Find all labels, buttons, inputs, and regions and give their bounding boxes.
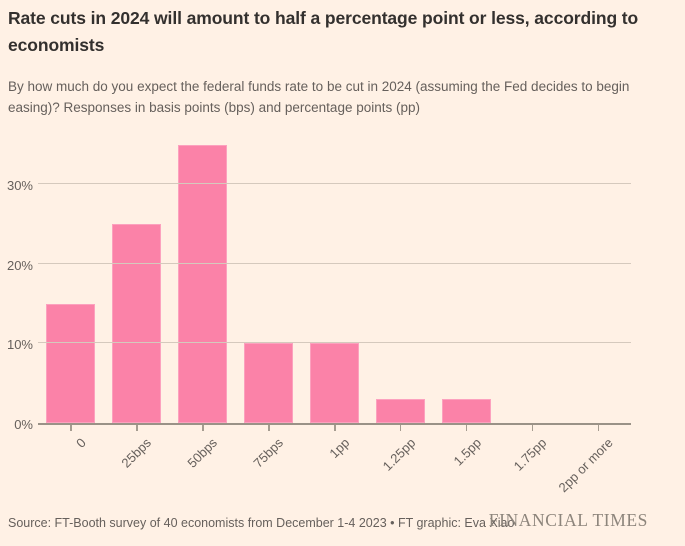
page-title: Rate cuts in 2024 will amount to half a … (8, 8, 639, 55)
category-slot: 1.75pp (499, 140, 565, 474)
bar-1pp (310, 343, 359, 423)
category-slot: 25bps (104, 140, 170, 471)
x-tick-label: 75bps (250, 435, 287, 471)
x-tick (70, 425, 72, 431)
x-tick (268, 425, 270, 431)
bar-0 (46, 304, 96, 423)
bar-slots: 0 25bps 50bps 75bps 1pp 1.25pp 1.5pp 1.75pp 2pp … (38, 140, 631, 495)
x-tick-label: 25bps (118, 435, 155, 471)
category-slot: 2pp or more (556, 140, 631, 495)
x-tick (399, 425, 402, 431)
y-tick-label: 20% (6, 258, 33, 273)
bar-75bps (244, 343, 294, 423)
x-tick-label: 1.25pp (379, 435, 419, 474)
x-tick-label: 0 (72, 435, 89, 451)
x-tick (597, 425, 600, 431)
x-tick-label: 50bps (184, 435, 221, 471)
x-tick-label: 1.75pp (511, 435, 550, 474)
source-note: Source: FT-Booth survey of 40 economists… (8, 516, 515, 530)
plot-area: 0 25bps 50bps 75bps 1pp 1.25pp 1.5pp 1.75pp 2pp … (38, 140, 631, 495)
ft-logo: FINANCIAL TIMES (488, 510, 648, 530)
x-tick-label: 1.5pp (450, 435, 484, 469)
chart-subtitle: By how much do you expect the federal fu… (8, 79, 630, 115)
bar-25bps (112, 224, 162, 423)
x-tick (531, 425, 534, 431)
gridline-20 (38, 263, 631, 264)
category-slot: 1pp (302, 140, 368, 461)
x-tick (202, 425, 204, 431)
y-tick-label: 30% (6, 178, 33, 193)
x-tick-label: 2pp or more (555, 435, 616, 496)
bar-50bps (178, 145, 228, 423)
x-tick (136, 425, 138, 431)
x-tick-label: 1pp (326, 435, 353, 461)
category-slot: 1.5pp (433, 140, 499, 469)
gridline-10 (38, 342, 631, 343)
bar-1.5pp (441, 399, 491, 423)
category-slot: 50bps (170, 140, 236, 471)
y-tick-label: 0% (14, 417, 33, 432)
category-slot: 0 (38, 140, 104, 451)
y-tick-label: 10% (6, 337, 33, 352)
x-tick (334, 425, 336, 431)
category-slot: 75bps (236, 140, 302, 471)
category-slot: 1.25pp (367, 140, 433, 474)
x-tick (465, 425, 468, 431)
bar-1.25pp (375, 399, 425, 423)
gridline-30 (38, 183, 631, 184)
